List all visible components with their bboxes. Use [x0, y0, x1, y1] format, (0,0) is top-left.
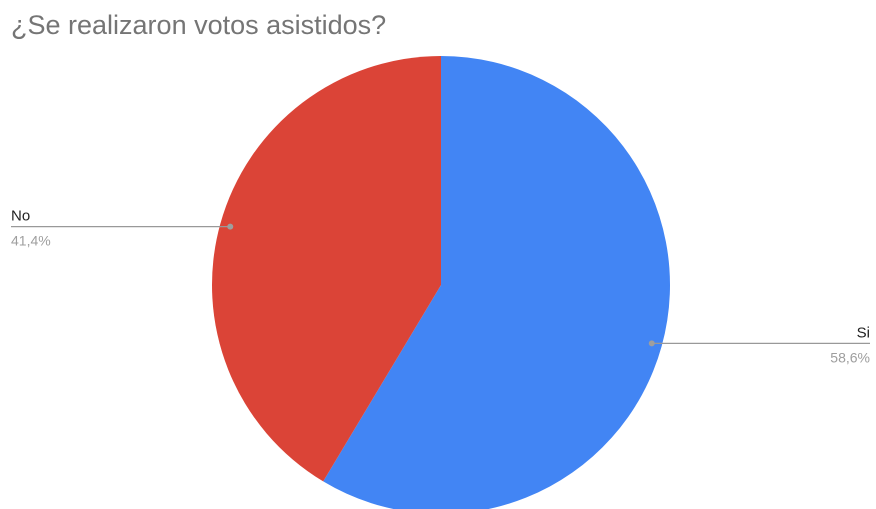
slice-percent-si: 58,6% [830, 349, 870, 365]
leader-dot-si [648, 340, 655, 347]
pie-slice-si [323, 56, 670, 509]
slice-percent-no: 41,4% [11, 233, 51, 249]
chart-title: ¿Se realizaron votos asistidos? [11, 10, 386, 40]
slice-label-si: Si [857, 324, 870, 341]
leader-dot-no [227, 223, 234, 230]
pie-labels: Si 58,6% No 41,4% [11, 208, 870, 365]
pie-slice-no [212, 56, 441, 482]
pie-slices [212, 56, 670, 509]
slice-label-no: No [11, 208, 30, 225]
